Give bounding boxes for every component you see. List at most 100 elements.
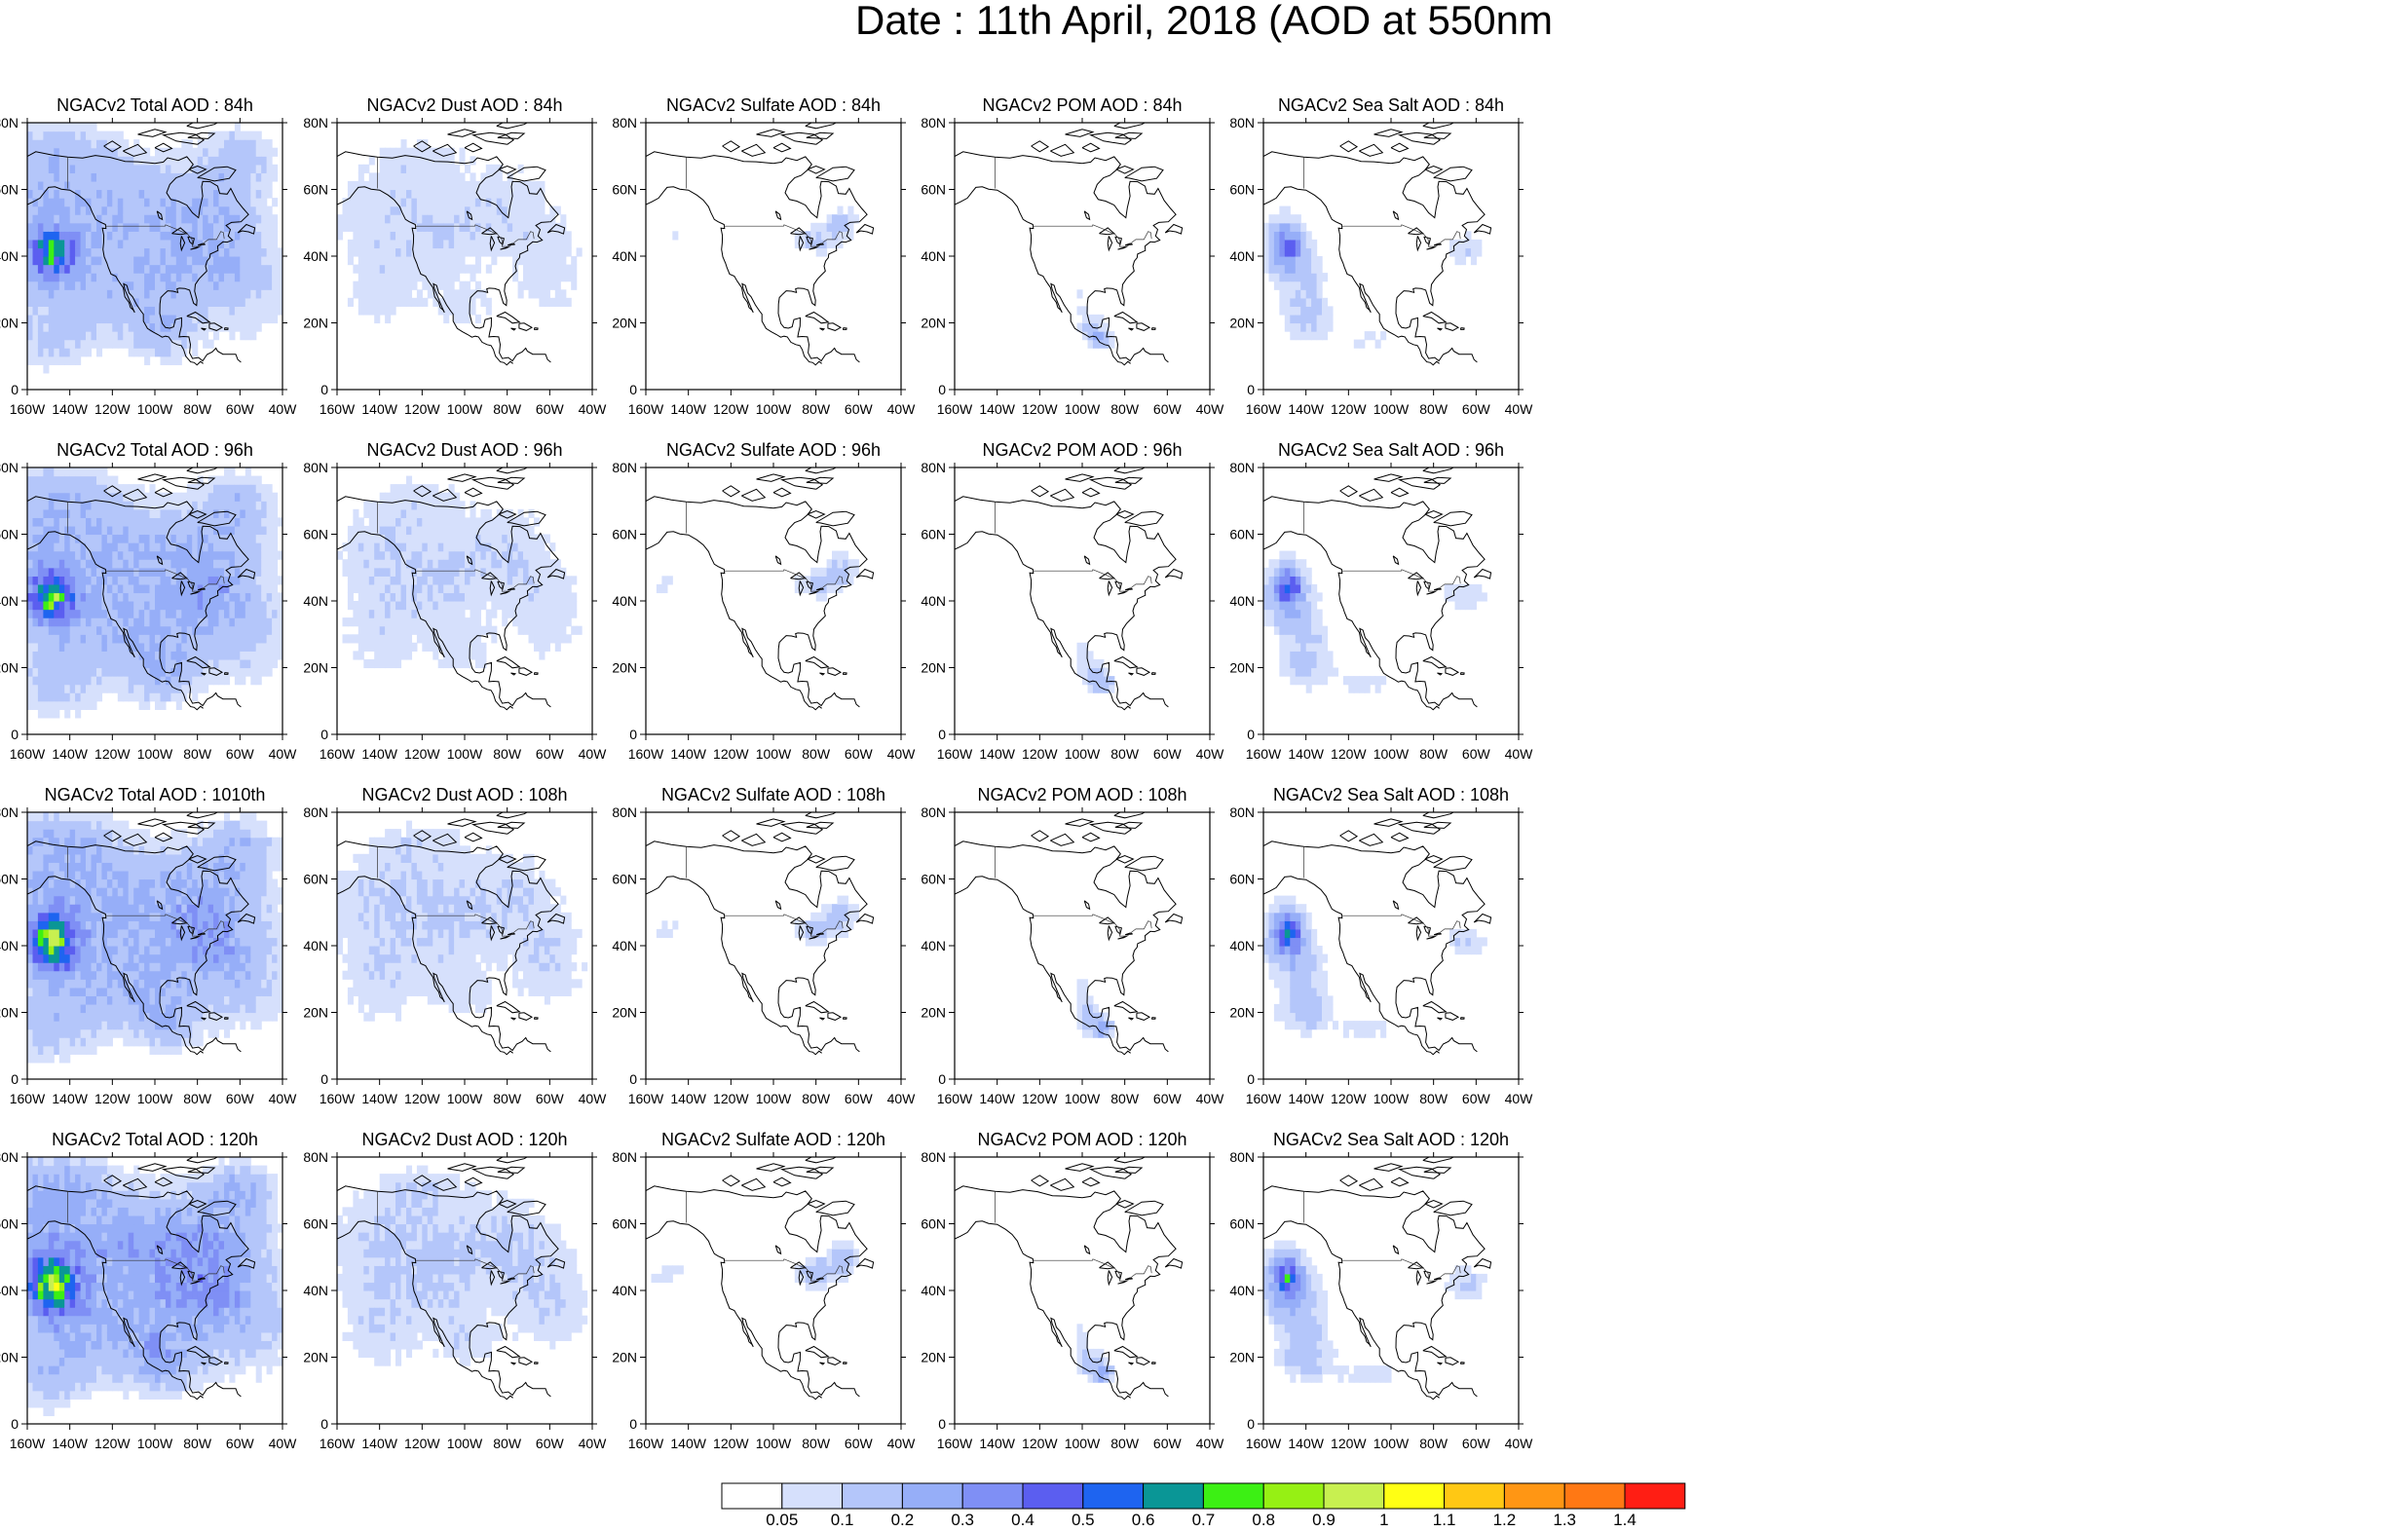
- y-tick-label: 60N: [612, 182, 637, 198]
- y-tick-label: 60N: [1229, 182, 1255, 198]
- y-tick-label: 60N: [612, 527, 637, 542]
- x-tick-label: 80W: [1110, 746, 1140, 762]
- x-tick-label: 140W: [979, 401, 1015, 417]
- y-tick-label: 80N: [0, 460, 19, 475]
- x-tick-label: 160W: [10, 1436, 46, 1451]
- y-tick-label: 0: [1247, 1071, 1255, 1087]
- y-tick-label: 40N: [921, 248, 946, 264]
- x-tick-label: 60W: [845, 746, 874, 762]
- y-tick-label: 80N: [1229, 460, 1255, 475]
- x-tick-label: 40W: [1505, 746, 1534, 762]
- panel-title: NGACv2 Dust AOD : 108h: [361, 785, 567, 804]
- x-tick-label: 100W: [1373, 746, 1410, 762]
- x-tick-label: 60W: [1462, 401, 1491, 417]
- x-tick-label: 160W: [628, 1091, 664, 1106]
- colorbar-box: [843, 1483, 903, 1509]
- x-tick-label: 100W: [137, 746, 173, 762]
- y-tick-label: 60N: [0, 1216, 19, 1232]
- x-tick-label: 100W: [1065, 401, 1101, 417]
- colorbar-box: [1625, 1483, 1685, 1509]
- y-tick-label: 20N: [0, 660, 19, 676]
- colorbar-box: [1384, 1483, 1445, 1509]
- x-tick-label: 140W: [52, 1091, 88, 1106]
- aod-field: [646, 812, 901, 1079]
- panel-title: NGACv2 Sulfate AOD : 84h: [666, 95, 881, 115]
- panel-title: NGACv2 Dust AOD : 120h: [361, 1130, 567, 1149]
- y-tick-label: 20N: [612, 1350, 637, 1365]
- x-tick-label: 120W: [1331, 1436, 1367, 1451]
- y-tick-label: 0: [629, 382, 637, 397]
- colorbar-box: [1504, 1483, 1564, 1509]
- y-tick-label: 20N: [612, 316, 637, 331]
- x-tick-label: 40W: [1196, 1436, 1225, 1451]
- y-tick-label: 20N: [1229, 660, 1255, 676]
- panel-title: NGACv2 POM AOD : 96h: [982, 440, 1182, 460]
- x-tick-label: 40W: [1196, 1091, 1225, 1106]
- x-tick-label: 40W: [269, 1436, 298, 1451]
- x-tick-label: 40W: [1196, 401, 1225, 417]
- x-tick-label: 140W: [1288, 746, 1324, 762]
- y-tick-label: 20N: [921, 1005, 946, 1021]
- aod-field: [1263, 1157, 1519, 1424]
- x-tick-label: 160W: [937, 1436, 973, 1451]
- y-tick-label: 40N: [0, 1283, 19, 1298]
- x-tick-label: 120W: [713, 1091, 749, 1106]
- x-tick-label: 100W: [756, 746, 792, 762]
- x-tick-label: 60W: [226, 1091, 255, 1106]
- map-panel: 160W140W120W100W80W60W40W020N40N60N80NNG…: [0, 95, 297, 417]
- y-tick-label: 60N: [921, 182, 946, 198]
- colorbar-box: [902, 1483, 962, 1509]
- y-tick-label: 40N: [921, 1283, 946, 1298]
- x-tick-label: 120W: [1022, 746, 1058, 762]
- x-tick-label: 80W: [493, 746, 522, 762]
- x-tick-label: 160W: [1246, 401, 1282, 417]
- y-tick-label: 0: [11, 727, 19, 742]
- y-tick-label: 20N: [0, 1350, 19, 1365]
- x-tick-label: 160W: [320, 401, 356, 417]
- y-tick-label: 40N: [303, 938, 328, 953]
- aod-field: [646, 123, 901, 390]
- colorbar-label: 0.7: [1192, 1511, 1216, 1527]
- x-tick-label: 40W: [579, 1436, 608, 1451]
- panel-title: NGACv2 POM AOD : 84h: [982, 95, 1182, 115]
- x-tick-label: 140W: [670, 1091, 706, 1106]
- y-tick-label: 60N: [303, 872, 328, 887]
- map-panel: 160W140W120W100W80W60W40W020N40N60N80NNG…: [0, 440, 297, 762]
- x-tick-label: 140W: [670, 746, 706, 762]
- x-tick-label: 40W: [269, 1091, 298, 1106]
- y-tick-label: 60N: [921, 527, 946, 542]
- colorbar-box: [1023, 1483, 1083, 1509]
- x-tick-label: 80W: [1110, 1091, 1140, 1106]
- y-tick-label: 60N: [303, 182, 328, 198]
- y-tick-label: 80N: [921, 1149, 946, 1165]
- y-tick-label: 40N: [303, 1283, 328, 1298]
- aod-field: [337, 123, 592, 390]
- colorbar-box: [962, 1483, 1023, 1509]
- x-tick-label: 100W: [1065, 746, 1101, 762]
- colorbar-box: [782, 1483, 843, 1509]
- panel-title: NGACv2 Sea Salt AOD : 108h: [1273, 785, 1509, 804]
- x-tick-label: 100W: [1373, 1436, 1410, 1451]
- panel-title: NGACv2 Dust AOD : 84h: [366, 95, 562, 115]
- y-tick-label: 80N: [303, 804, 328, 820]
- x-tick-label: 140W: [670, 401, 706, 417]
- y-tick-label: 80N: [921, 460, 946, 475]
- y-tick-label: 0: [320, 382, 328, 397]
- x-tick-label: 100W: [1065, 1091, 1101, 1106]
- colorbar-box: [1083, 1483, 1144, 1509]
- y-tick-label: 40N: [921, 938, 946, 953]
- y-tick-label: 40N: [0, 248, 19, 264]
- y-tick-label: 20N: [0, 1005, 19, 1021]
- y-tick-label: 40N: [0, 938, 19, 953]
- panel-title: NGACv2 Sea Salt AOD : 96h: [1278, 440, 1504, 460]
- x-tick-label: 160W: [937, 1091, 973, 1106]
- colorbar-label: 0.05: [766, 1511, 798, 1527]
- map-panel-grid: 160W 140W 120W 100W 80W 60W 40W 0 20N 40N 60N 80N NG…: [0, 0, 2408, 1480]
